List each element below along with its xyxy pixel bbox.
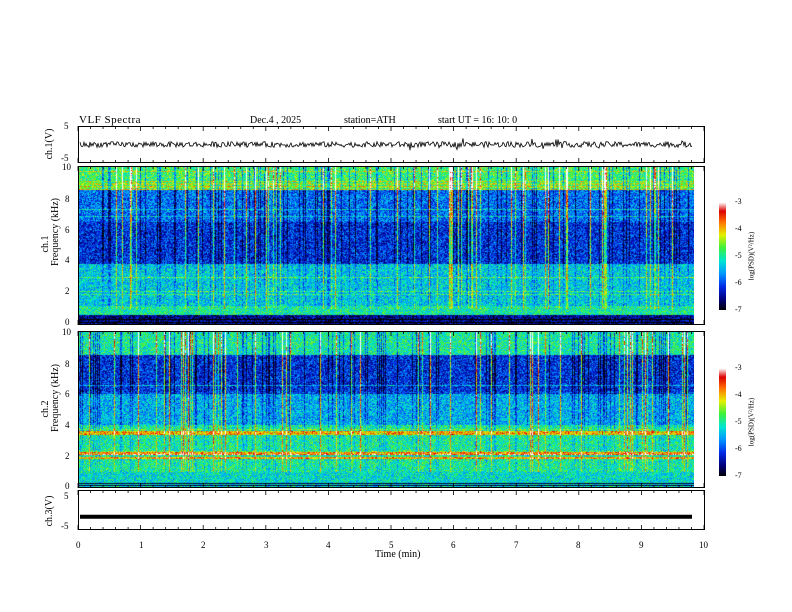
ch1-waveform-panel <box>78 126 705 163</box>
axis-ticks <box>77 126 705 530</box>
xtick-0: 0 <box>76 540 81 550</box>
ch1-ytick-bottom: -5 <box>61 153 69 163</box>
ch1-cbar-tick-m7: -7 <box>735 305 742 314</box>
ch1-spec-ytick-2: 2 <box>65 286 70 296</box>
ch1-cbar-tick-m6: -6 <box>735 278 742 287</box>
xtick-9: 9 <box>639 540 644 550</box>
ch3-ytick-bottom: -5 <box>61 521 69 531</box>
xtick-4: 4 <box>326 540 331 550</box>
ch1-spectrogram-panel <box>78 166 705 325</box>
ch2-cbar-tick-m5: -5 <box>735 417 742 426</box>
ch2-spectrogram-image <box>79 331 694 487</box>
chart-title: VLF Spectra <box>79 114 142 126</box>
ch2-spec-ytick-4: 4 <box>65 420 70 430</box>
ch2-cbar-tick-m6: -6 <box>735 444 742 453</box>
xtick-2: 2 <box>201 540 206 550</box>
ch1-colorbar <box>719 202 726 310</box>
xtick-5: 5 <box>389 540 394 550</box>
date-label: Dec.4 , 2025 <box>250 115 302 126</box>
ch1-spectrogram-image <box>79 166 694 324</box>
ch2-cbar-tick-m3: -3 <box>735 363 742 372</box>
xtick-1: 1 <box>139 540 144 550</box>
ch3-waveform-panel <box>78 490 705 530</box>
xtick-10: 10 <box>699 540 708 550</box>
ch1-ytick-top: 5 <box>64 121 69 131</box>
ch2-cbar-tick-m7: -7 <box>735 471 742 480</box>
ch2-spec-ytick-6: 6 <box>65 389 70 399</box>
start-ut-label: start UT = 16: 10: 0 <box>438 115 518 126</box>
ch2-spec-ytick-10: 10 <box>62 327 71 337</box>
x-axis-label: Time (min) <box>375 549 421 560</box>
ch2-spec-ytick-2: 2 <box>65 451 70 461</box>
xtick-7: 7 <box>514 540 519 550</box>
ch1-spec-ytick-4: 4 <box>65 255 70 265</box>
ch1-spec-ytick-6: 6 <box>65 225 70 235</box>
ch1-spec-ytick-8: 8 <box>65 194 70 204</box>
ch2-cbar-tick-m4: -4 <box>735 390 742 399</box>
xtick-8: 8 <box>576 540 581 550</box>
ch3-ytick-top: 5 <box>64 491 69 501</box>
xtick-3: 3 <box>264 540 269 550</box>
ch1-cbar-tick-m5: -5 <box>735 251 742 260</box>
ch2-spec-ytick-0: 0 <box>65 481 70 491</box>
ch1-waveform-line <box>79 138 693 151</box>
ch2-spec-ytick-8: 8 <box>65 359 70 369</box>
xtick-6: 6 <box>451 540 456 550</box>
ch2-colorbar <box>719 368 726 476</box>
ch1-cbar-tick-m3: -3 <box>735 197 742 206</box>
ch1-spec-ytick-10: 10 <box>62 162 71 172</box>
ch1-spec-ytick-0: 0 <box>65 317 70 327</box>
station-label: station=ATH <box>344 115 396 126</box>
ch1-cbar-tick-m4: -4 <box>735 224 742 233</box>
ch2-spectrogram-panel <box>78 331 705 488</box>
